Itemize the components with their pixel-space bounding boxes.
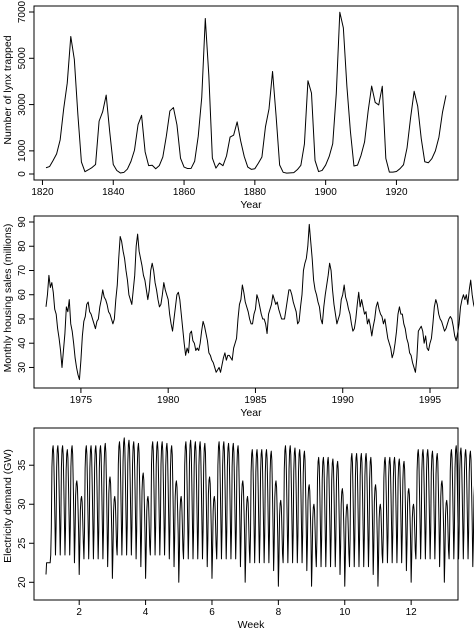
y-tick-label: 3000 — [17, 93, 28, 116]
x-tick-label: 4 — [143, 607, 149, 618]
y-tick-label: 5000 — [17, 47, 28, 70]
y-tick-label: 0 — [17, 171, 28, 177]
x-tick-label: 1980 — [157, 395, 180, 406]
x-tick-label: 1975 — [70, 395, 93, 406]
y-tick-label: 25 — [17, 537, 28, 549]
x-tick-label: 1920 — [385, 187, 408, 198]
y-tick-label: 1000 — [17, 139, 28, 162]
x-axis-label: Year — [240, 407, 262, 419]
y-axis-label: Number of lynx trapped — [2, 35, 14, 144]
y-tick-label: 70 — [17, 264, 28, 276]
y-tick-label: 35 — [17, 459, 28, 471]
x-tick-label: 2 — [76, 607, 82, 618]
y-tick-label: 30 — [17, 498, 28, 510]
y-tick-label: 40 — [17, 337, 28, 349]
x-axis-label: Year — [240, 199, 262, 211]
lynx-panel: Year Number of lynx trapped 1820 1840 1860… — [2, 0, 459, 211]
plot-frame — [33, 215, 459, 389]
x-tick-label: 1880 — [244, 187, 267, 198]
y-tick-label: 90 — [17, 216, 28, 228]
housing-panel: Year Monthly housing sales (millions) 19… — [2, 215, 474, 419]
y-tick-label: 80 — [17, 240, 28, 252]
x-tick-label: 1900 — [315, 187, 338, 198]
x-axis-label: Week — [238, 619, 265, 631]
y-tick-label: 20 — [17, 576, 28, 588]
y-axis-label: Monthly housing sales (millions) — [2, 224, 14, 373]
x-tick-label: 1840 — [102, 187, 125, 198]
y-tick-label: 30 — [17, 361, 28, 373]
electricity-panel: Week Electricity demand (GW) 2 4 6 8 10 12 20 2… — [2, 427, 474, 631]
x-tick-label: 12 — [406, 607, 418, 618]
y-axis-label: Electricity demand (GW) — [2, 449, 14, 563]
plot-frame — [33, 5, 459, 181]
x-tick-label: 1820 — [31, 187, 54, 198]
x-tick-label: 1990 — [332, 395, 355, 406]
x-tick-label: 1995 — [419, 395, 442, 406]
x-tick-label: 1985 — [244, 395, 267, 406]
series-line — [45, 437, 474, 587]
y-tick-label: 7000 — [17, 0, 28, 23]
x-tick-label: 6 — [209, 607, 215, 618]
y-tick-label: 50 — [17, 313, 28, 325]
x-tick-label: 8 — [276, 607, 282, 618]
x-tick-label: 1860 — [173, 187, 196, 198]
series-line — [45, 11, 447, 174]
x-tick-label: 10 — [339, 607, 351, 618]
y-tick-label: 60 — [17, 289, 28, 301]
series-line — [45, 223, 474, 381]
